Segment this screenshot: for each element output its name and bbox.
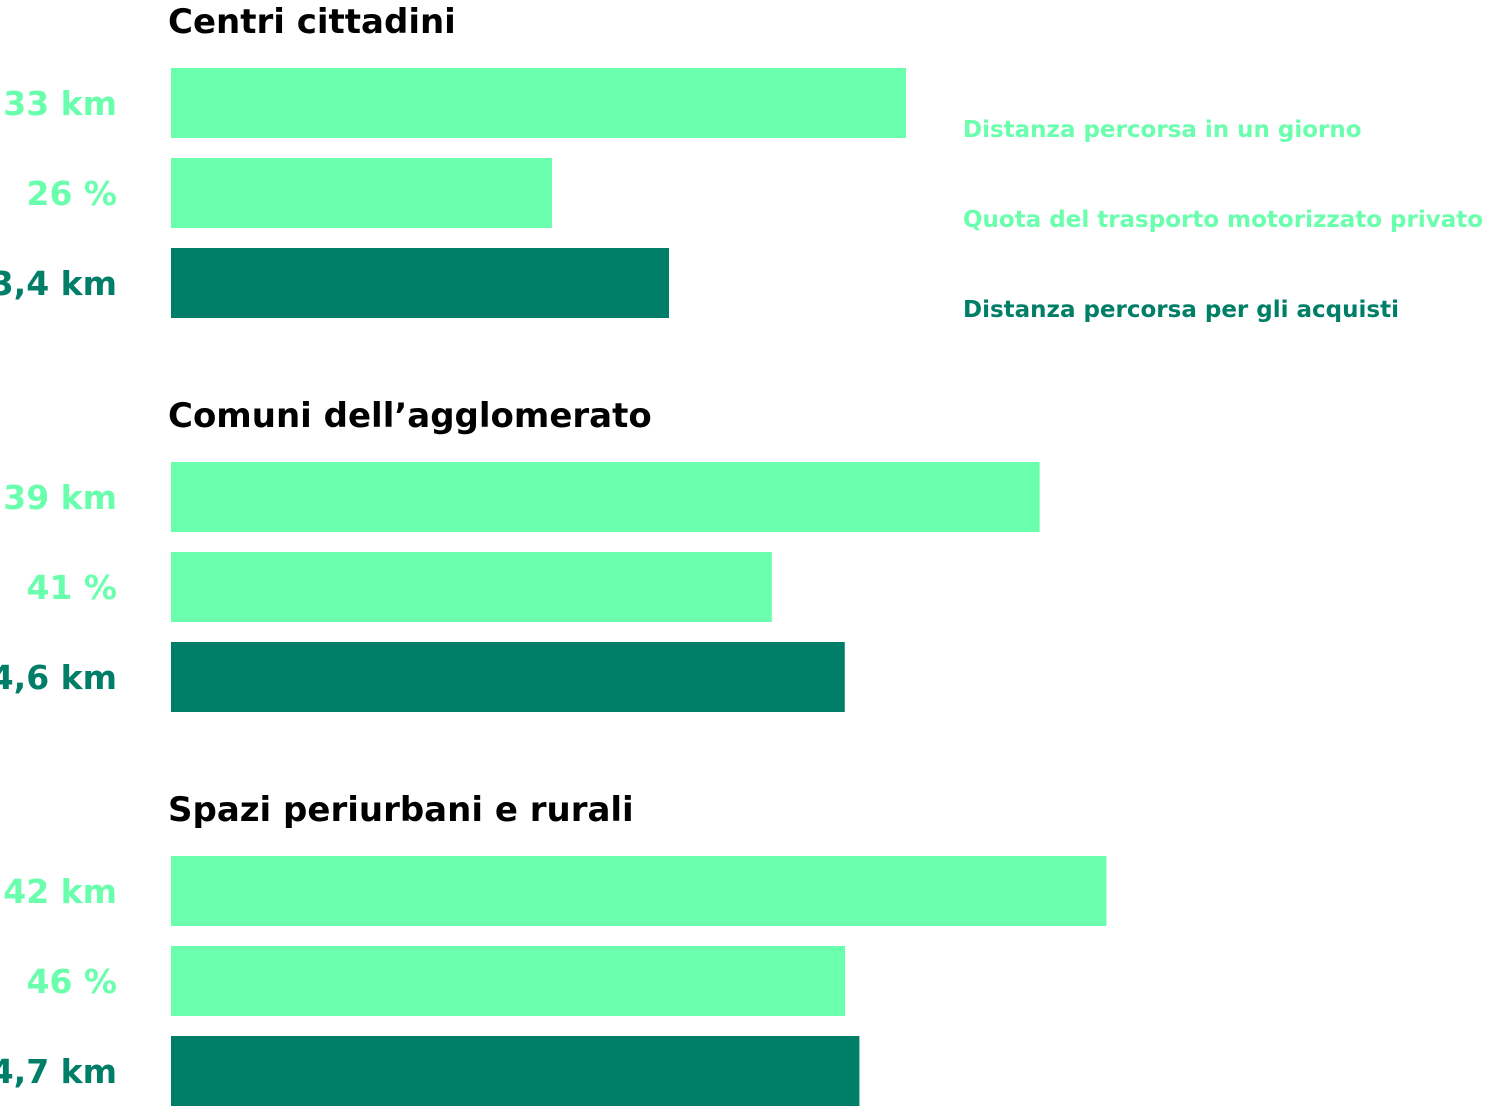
- bar-group: Comuni dell’agglomerato 39 km 41 % 4,6 km: [0, 396, 1040, 712]
- legend-entry: Distanza percorsa per gli acquisti: [963, 297, 1399, 323]
- legend: Distanza percorsa in un giorno Quota del …: [963, 117, 1483, 323]
- bar: [171, 946, 846, 1016]
- bar-group: Spazi periurbani e rurali 42 km 46 % 4,7 km: [0, 790, 1107, 1106]
- group-title: Comuni dell’agglomerato: [168, 396, 652, 436]
- group-title: Spazi periurbani e rurali: [168, 790, 634, 830]
- bar-value-label: 39 km: [3, 478, 117, 517]
- legend-entry: Distanza percorsa in un giorno: [963, 117, 1362, 143]
- bar: [171, 462, 1040, 532]
- bar: [171, 642, 845, 712]
- bar: [171, 248, 669, 318]
- bar: [171, 1036, 860, 1106]
- bar-value-label: 42 km: [3, 872, 117, 911]
- legend-entry: Quota del trasporto motorizzato privato: [963, 207, 1483, 233]
- bar-value-label: 26 %: [27, 174, 117, 213]
- bar: [171, 158, 552, 228]
- bar-value-label: 3,4 km: [0, 264, 117, 303]
- bar-value-label: 41 %: [27, 568, 117, 607]
- bar-value-label: 33 km: [3, 84, 117, 123]
- group-title: Centri cittadini: [168, 2, 456, 42]
- bar: [171, 856, 1107, 926]
- bar-value-label: 46 %: [27, 962, 117, 1001]
- bar: [171, 552, 772, 622]
- bar-group: Centri cittadini 33 km 26 % 3,4 km: [0, 2, 906, 318]
- bar: [171, 68, 906, 138]
- bar-value-label: 4,7 km: [0, 1052, 117, 1091]
- bar-value-label: 4,6 km: [0, 658, 117, 697]
